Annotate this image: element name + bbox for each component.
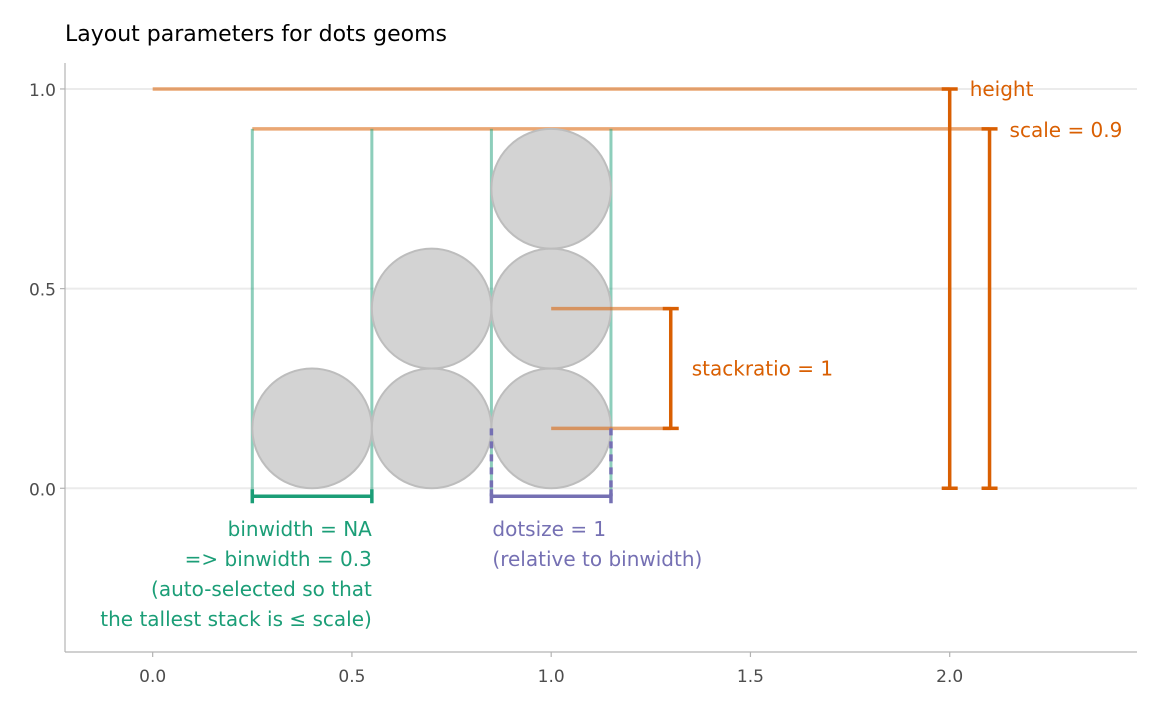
stackratio-label: stackratio = 1: [692, 356, 833, 380]
dot: [251, 367, 373, 490]
x-tick-label: 0.5: [338, 667, 365, 687]
x-tick-label: 1.5: [737, 667, 764, 687]
plot-panel: scale = 0.9 stackratio = 1 binwidth = NA =>…: [100, 87, 1123, 631]
dot: [370, 247, 493, 370]
dot: [370, 367, 493, 490]
x-tick-label: 1.0: [538, 667, 565, 687]
chart-title: Layout parameters for dots geoms: [65, 22, 447, 47]
height-label: height: [970, 77, 1034, 101]
binwidth-label-line: binwidth = NA: [228, 517, 372, 541]
axes: 0.0 0.5 1.0 0.0 0.5 1.0 1.5 2.0: [29, 63, 1137, 687]
x-tick-label: 2.0: [936, 667, 963, 687]
binwidth-label-line: the tallest stack is ≤ scale): [100, 607, 372, 631]
binwidth-label-line: => binwidth = 0.3: [185, 547, 372, 571]
dot: [490, 127, 612, 250]
binwidth-label-line: (auto-selected so that: [151, 577, 372, 601]
y-tick-label: 0.0: [29, 480, 56, 500]
dotsize-label-line: (relative to binwidth): [492, 547, 702, 571]
dotsize-label-line: dotsize = 1: [492, 517, 606, 541]
outside-labels: height: [970, 77, 1034, 101]
y-tick-label: 1.0: [29, 81, 56, 101]
y-tick-label: 0.5: [29, 281, 56, 301]
x-tick-label: 0.0: [139, 667, 166, 687]
scale-label: scale = 0.9: [1010, 118, 1123, 142]
